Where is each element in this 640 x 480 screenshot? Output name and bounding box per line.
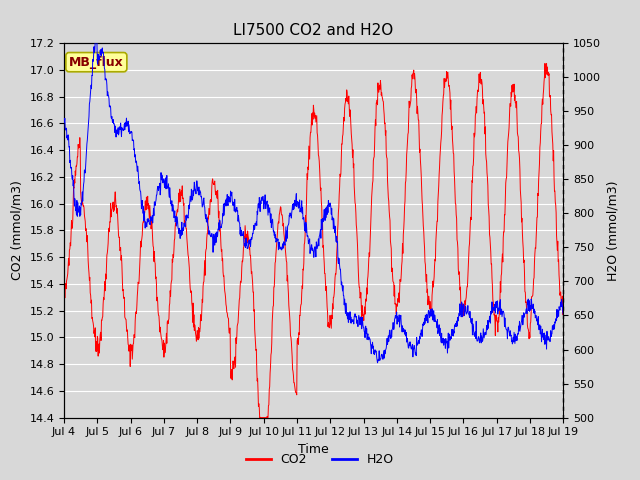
Y-axis label: H2O (mmol/m3): H2O (mmol/m3)	[607, 180, 620, 281]
Text: MB_flux: MB_flux	[69, 56, 124, 69]
X-axis label: Time: Time	[298, 443, 329, 456]
Legend: CO2, H2O: CO2, H2O	[241, 448, 399, 471]
Title: LI7500 CO2 and H2O: LI7500 CO2 and H2O	[234, 23, 394, 38]
Y-axis label: CO2 (mmol/m3): CO2 (mmol/m3)	[11, 180, 24, 280]
